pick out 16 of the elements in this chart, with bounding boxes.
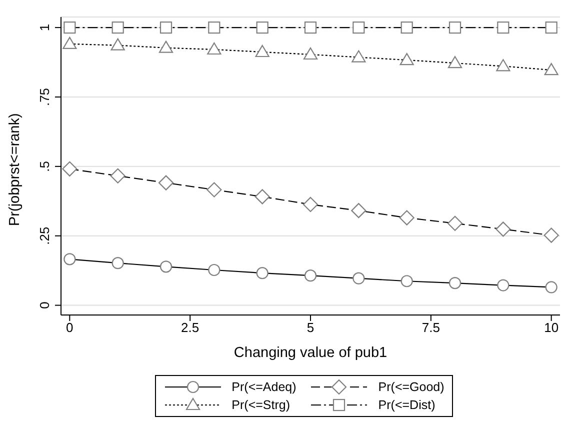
y-tick-label: .25 (37, 226, 52, 245)
legend-label: Pr(<=Good) (378, 380, 444, 394)
legend-label: Pr(<=Strg) (232, 398, 290, 412)
x-tick-label: 0 (66, 320, 74, 336)
legend-label: Pr(<=Dist) (378, 398, 436, 412)
y-tick-label: .5 (37, 160, 52, 172)
y-tick-label: 0 (37, 302, 52, 309)
y-axis-title: Pr(jobprst<=rank) (7, 113, 24, 226)
x-axis-title: Changing value of pub1 (234, 345, 388, 361)
x-tick-label: 5 (306, 320, 314, 336)
x-tick-label: 7.5 (422, 320, 440, 336)
y-tick-label: .75 (37, 88, 52, 106)
x-tick-label: 2.5 (181, 320, 200, 336)
y-tick-label: 1 (37, 24, 52, 32)
legend-label: Pr(<=Adeq) (232, 380, 296, 394)
x-tick-label: 10 (544, 320, 559, 336)
